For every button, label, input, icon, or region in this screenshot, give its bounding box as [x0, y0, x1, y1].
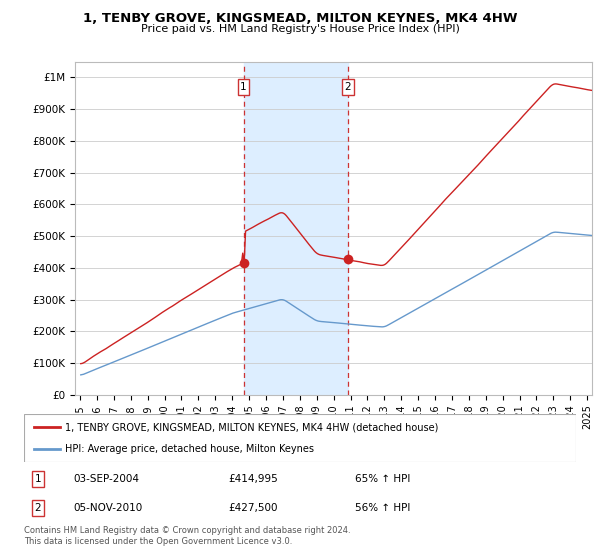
Text: Contains HM Land Registry data © Crown copyright and database right 2024.
This d: Contains HM Land Registry data © Crown c… — [24, 526, 350, 546]
Text: 1, TENBY GROVE, KINGSMEAD, MILTON KEYNES, MK4 4HW (detached house): 1, TENBY GROVE, KINGSMEAD, MILTON KEYNES… — [65, 422, 439, 432]
Text: 1, TENBY GROVE, KINGSMEAD, MILTON KEYNES, MK4 4HW: 1, TENBY GROVE, KINGSMEAD, MILTON KEYNES… — [83, 12, 517, 25]
Text: £427,500: £427,500 — [228, 503, 278, 514]
Text: Price paid vs. HM Land Registry's House Price Index (HPI): Price paid vs. HM Land Registry's House … — [140, 24, 460, 34]
Text: 56% ↑ HPI: 56% ↑ HPI — [355, 503, 410, 514]
Text: 03-SEP-2004: 03-SEP-2004 — [74, 474, 140, 484]
Text: HPI: Average price, detached house, Milton Keynes: HPI: Average price, detached house, Milt… — [65, 444, 314, 454]
Text: 1: 1 — [34, 474, 41, 484]
Text: 2: 2 — [344, 82, 351, 92]
Text: 65% ↑ HPI: 65% ↑ HPI — [355, 474, 410, 484]
Text: 1: 1 — [240, 82, 247, 92]
Bar — [244, 62, 348, 395]
Text: 05-NOV-2010: 05-NOV-2010 — [74, 503, 143, 514]
Text: £414,995: £414,995 — [228, 474, 278, 484]
Text: 2: 2 — [34, 503, 41, 514]
